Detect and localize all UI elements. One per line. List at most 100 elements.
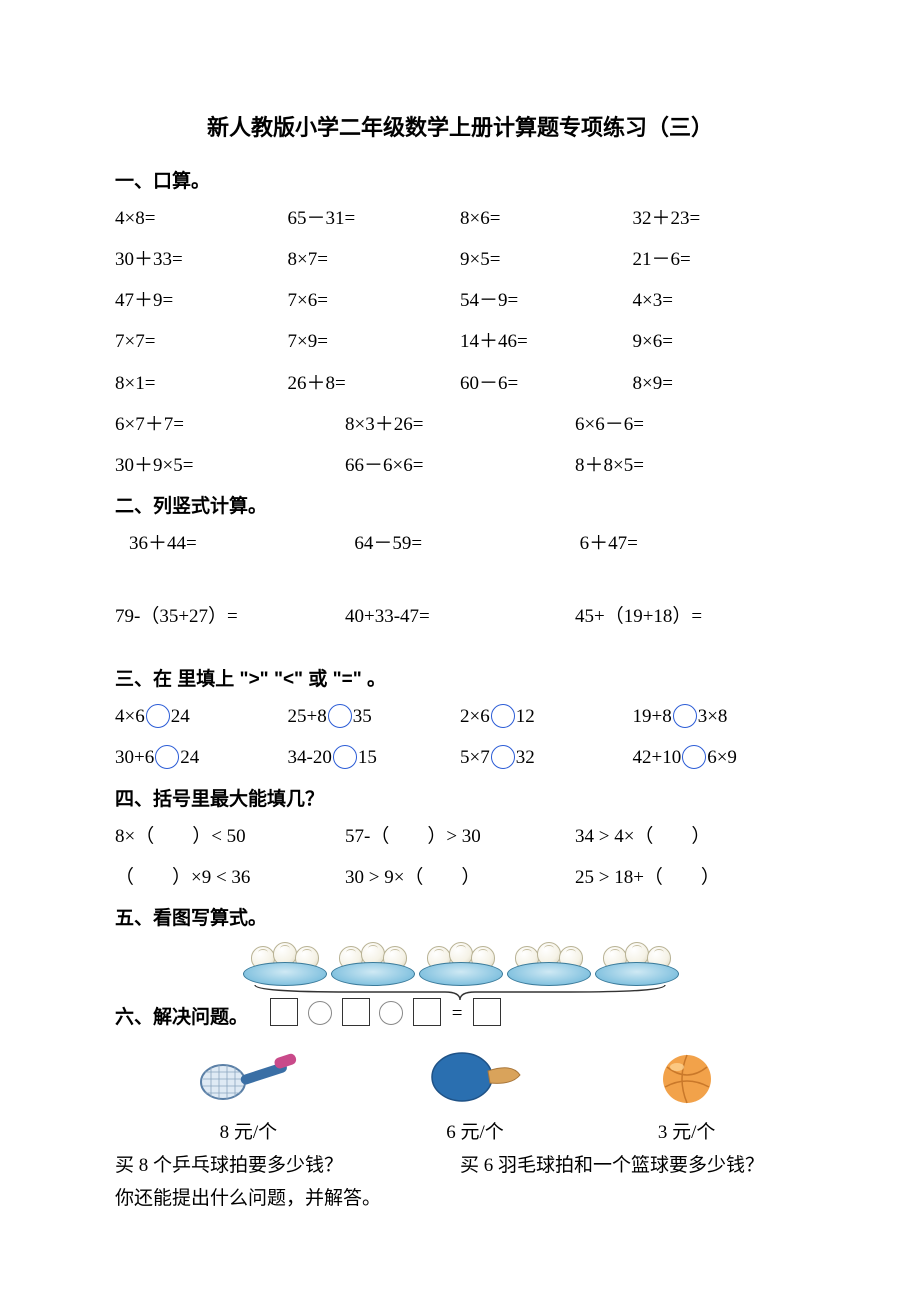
- s4-cell: （ ）×9 < 36: [115, 860, 345, 895]
- s1-cell: 8＋8×5=: [575, 448, 805, 483]
- blank-op-circle-icon: [308, 1001, 332, 1025]
- s2-cell: 6＋47=: [580, 526, 805, 561]
- s4-cell: 30 > 9×（ ）: [345, 860, 575, 895]
- s3-item: 5×732: [460, 740, 633, 775]
- s3-rhs: 3×8: [698, 706, 728, 727]
- s3-rhs: 35: [353, 706, 372, 727]
- s1-cell: 60－6=: [460, 366, 633, 401]
- s3-lhs: 2×6: [460, 706, 490, 727]
- plate-icon: [595, 940, 677, 986]
- s2-r1: 36＋44= 64－59= 6＋47=: [115, 526, 805, 561]
- badminton-racket-icon: [193, 1047, 303, 1107]
- s3-lhs: 42+10: [633, 747, 682, 768]
- s1-r3: 7×7= 7×9= 14＋46= 9×6=: [115, 324, 805, 359]
- section6-head: 六、解决问题。: [115, 1002, 248, 1029]
- blank-circle-icon: [146, 704, 170, 728]
- blank-op-circle-icon: [379, 1001, 403, 1025]
- s1-cell: 65－31=: [288, 201, 461, 236]
- s3-lhs: 5×7: [460, 747, 490, 768]
- s1-cell: 14＋46=: [460, 324, 633, 359]
- section4-head: 四、括号里最大能填几？: [115, 784, 805, 811]
- s2-cell: 40+33-47=: [345, 599, 575, 634]
- question1: 买 8 个乒乓球拍要多少钱？: [115, 1150, 460, 1177]
- s3-rhs: 24: [171, 706, 190, 727]
- s1-cell: 4×3=: [633, 283, 806, 318]
- product-pingpong: 6 元/个: [420, 1047, 530, 1144]
- s1-cell: 7×6=: [288, 283, 461, 318]
- product-badminton: 8 元/个: [193, 1047, 303, 1144]
- products-row: 8 元/个 6 元/个 3 元/个: [115, 1047, 805, 1144]
- question3: 你还能提出什么问题，并解答。: [115, 1183, 381, 1210]
- s6-q-row1: 买 8 个乒乓球拍要多少钱？ 买 6 羽毛球拍和一个篮球要多少钱？: [115, 1150, 805, 1177]
- s3-item: 34-20 15: [288, 740, 461, 775]
- s1-cell: 6×7＋7=: [115, 407, 345, 442]
- section3-head: 三、在 里填上 ">" "<" 或 "=" 。: [115, 664, 805, 691]
- equals-sign: =: [452, 1003, 463, 1024]
- s1-cell: 8×3＋26=: [345, 407, 575, 442]
- plate-icon: [331, 940, 413, 986]
- blank-circle-icon: [491, 704, 515, 728]
- s3-item: 25+835: [288, 699, 461, 734]
- brace-icon: [115, 982, 805, 1002]
- s1-cell: 47＋9=: [115, 283, 288, 318]
- blank-square-icon: [473, 998, 501, 1026]
- s3-item: 42+10 6×9: [633, 740, 806, 775]
- s3-rhs: 24: [180, 747, 199, 768]
- blank-square-icon: [413, 998, 441, 1026]
- section2-head: 二、列竖式计算。: [115, 491, 805, 518]
- s3-rhs: 6×9: [707, 747, 737, 768]
- blank-circle-icon: [491, 745, 515, 769]
- s3-r1: 4×6 24 25+835 2×612 19+8 3×8: [115, 699, 805, 734]
- s1-cell: 30＋9×5=: [115, 448, 345, 483]
- s4-cell: 25 > 18+（ ）: [575, 860, 805, 895]
- s1-cell: 8×9=: [633, 366, 806, 401]
- s2-cell: 64－59=: [354, 526, 579, 561]
- blank-circle-icon: [328, 704, 352, 728]
- s1-cell: 4×8=: [115, 201, 288, 236]
- s1-cell: 8×1=: [115, 366, 288, 401]
- plate-icon: [507, 940, 589, 986]
- s1-r2: 47＋9= 7×6= 54－9= 4×3=: [115, 283, 805, 318]
- s1-cell: 9×5=: [460, 242, 633, 277]
- s1-r4: 8×1= 26＋8= 60－6= 8×9=: [115, 366, 805, 401]
- s4-cell: 34 > 4×（ ）: [575, 819, 805, 854]
- s3-rhs: 15: [358, 747, 377, 768]
- s3-lhs: 19+8: [633, 706, 672, 727]
- blank-square-icon: [270, 998, 298, 1026]
- product-ball: 3 元/个: [647, 1047, 727, 1144]
- s3-item: 2×612: [460, 699, 633, 734]
- page-title: 新人教版小学二年级数学上册计算题专项练习（三）: [115, 110, 805, 142]
- s4-cell: 8×（ ）< 50: [115, 819, 345, 854]
- s1-cell: 7×9=: [288, 324, 461, 359]
- question2: 买 6 羽毛球拍和一个篮球要多少钱？: [460, 1150, 805, 1177]
- s1-cell: 7×7=: [115, 324, 288, 359]
- blank-circle-icon: [155, 745, 179, 769]
- section1-head: 一、口算。: [115, 166, 805, 193]
- section5-head: 五、看图写算式。: [115, 903, 805, 930]
- s5-eq-row: 六、解决问题。 =: [115, 1002, 805, 1029]
- s3-lhs: 4×6: [115, 706, 145, 727]
- pingpong-paddle-icon: [420, 1047, 530, 1107]
- s4-r2: （ ）×9 < 36 30 > 9×（ ） 25 > 18+（ ）: [115, 860, 805, 895]
- s3-lhs: 34-20: [288, 747, 332, 768]
- blank-circle-icon: [682, 745, 706, 769]
- s2-cell: 36＋44=: [129, 526, 354, 561]
- s4-r1: 8×（ ）< 50 57-（ ）> 30 34 > 4×（ ）: [115, 819, 805, 854]
- ball-icon: [647, 1047, 727, 1107]
- s4-cell: 57-（ ）> 30: [345, 819, 575, 854]
- s1-cell: 54－9=: [460, 283, 633, 318]
- s1-cell: 66－6×6=: [345, 448, 575, 483]
- plate-icon: [243, 940, 325, 986]
- s1-r1: 30＋33= 8×7= 9×5= 21－6=: [115, 242, 805, 277]
- s2-cell: 45+（19+18）=: [575, 599, 805, 634]
- s1-cell: 21－6=: [633, 242, 806, 277]
- s1-cell: 9×6=: [633, 324, 806, 359]
- s1-cell: 26＋8=: [288, 366, 461, 401]
- s3-lhs: 30+6: [115, 747, 154, 768]
- price-label: 8 元/个: [220, 1117, 278, 1144]
- s3-item: 4×6 24: [115, 699, 288, 734]
- s3-r2: 30+6 24 34-20 15 5×732 42+10 6×9: [115, 740, 805, 775]
- s1-r0: 4×8= 65－31= 8×6= 32＋23=: [115, 201, 805, 236]
- s1-cell: 8×7=: [288, 242, 461, 277]
- s2-cell: 79-（35+27）=: [115, 599, 345, 634]
